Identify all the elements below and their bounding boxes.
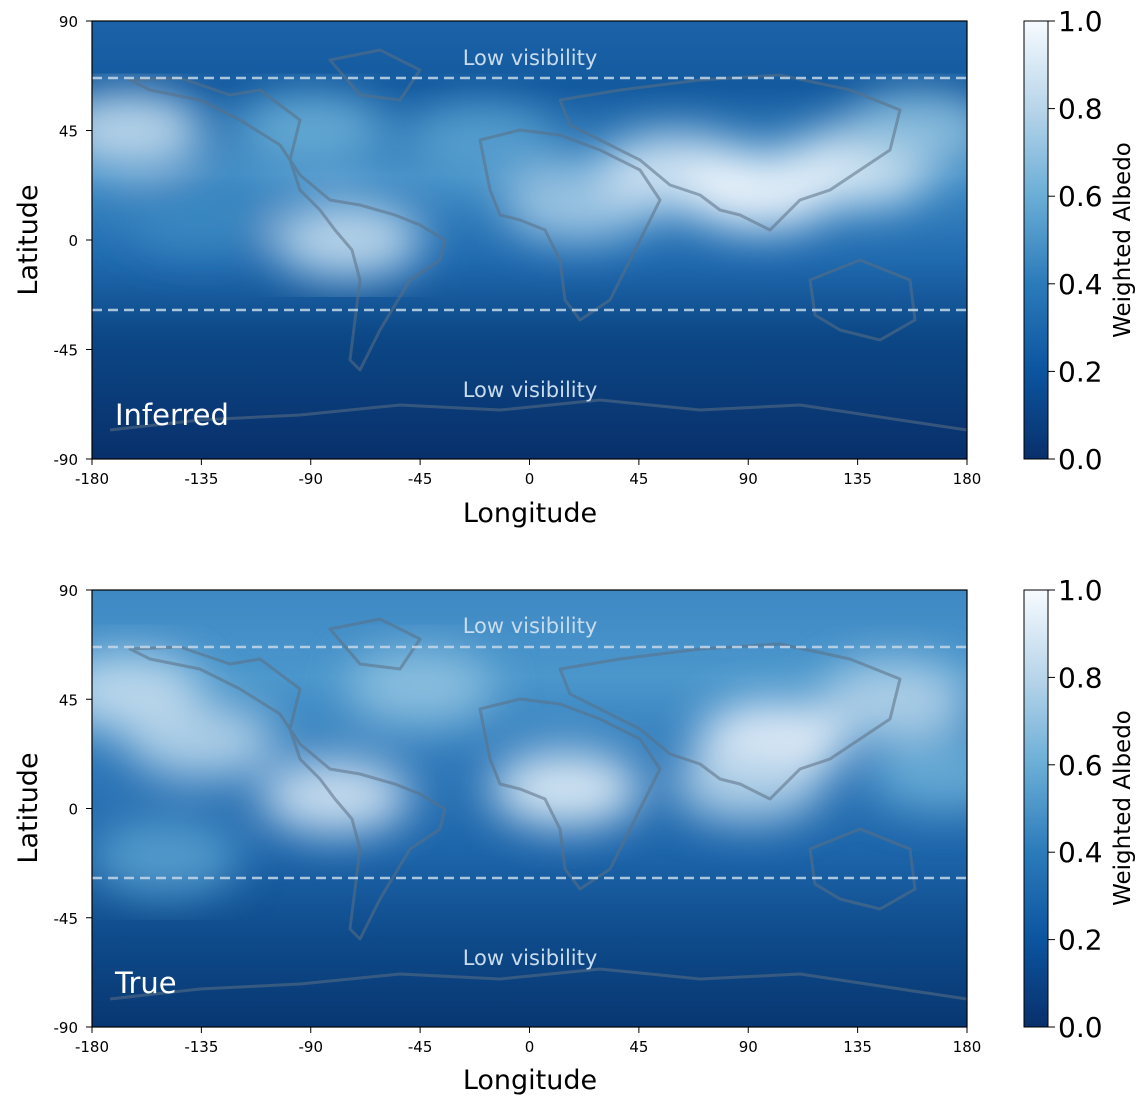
panel-label: Inferred <box>115 398 229 432</box>
albedo-region <box>272 202 423 278</box>
albedo-region <box>819 661 967 738</box>
y-tick-label: -45 <box>54 910 79 928</box>
y-axis-label: Latitude <box>13 184 44 295</box>
x-axis-label: Longitude <box>463 1065 597 1096</box>
x-tick-label: -135 <box>184 1038 218 1056</box>
panel-true: Low visibility Low visibility True -180-… <box>13 574 1136 1096</box>
y-axis-label: Latitude <box>13 752 44 863</box>
colorbar-label: Weighted Albedo <box>1110 142 1136 338</box>
albedo-field <box>92 92 967 278</box>
low-visibility-north-label: Low visibility <box>463 46 598 70</box>
continent-outlines <box>109 48 967 432</box>
x-tick-label: 45 <box>629 1038 648 1056</box>
continent-outlines <box>109 617 967 1001</box>
colorbar-tick-label: 0.8 <box>1058 93 1103 126</box>
albedo-region <box>673 746 824 823</box>
colorbar-tick-label: 1.0 <box>1058 5 1103 38</box>
y-tick-label: -45 <box>54 342 79 360</box>
albedo-region <box>126 702 277 779</box>
albedo-region <box>345 649 496 726</box>
x-tick-label: -45 <box>408 1038 433 1056</box>
x-tick-label: 135 <box>843 470 872 488</box>
x-axis: -180 -135 -90 -45 0 45 90 135 180 <box>75 1027 981 1056</box>
colorbar-tick-label: 0.6 <box>1058 180 1103 213</box>
x-tick-label: 90 <box>739 470 758 488</box>
low-visibility-south-label: Low visibility <box>463 946 598 970</box>
y-tick-label: -90 <box>54 1019 79 1037</box>
colorbar-tick-label: 0.8 <box>1058 661 1103 694</box>
colorbar-tick-label: 0.2 <box>1058 924 1103 957</box>
x-tick-label: 90 <box>739 1038 758 1056</box>
y-tick-label: 90 <box>59 582 78 600</box>
y-tick-label: 45 <box>59 123 78 141</box>
colorbar-tick-label: 0.0 <box>1058 1011 1103 1044</box>
x-tick-label: 135 <box>843 1038 872 1056</box>
colorbar-label: Weighted Albedo <box>1110 710 1136 906</box>
panel-label: True <box>114 966 177 1000</box>
colorbar-ticks: 0.0 0.2 0.4 0.6 0.8 1.0 <box>1048 5 1103 476</box>
albedo-region <box>92 92 204 169</box>
albedo-region <box>490 751 641 828</box>
x-tick-label: 0 <box>525 1038 535 1056</box>
albedo-region <box>843 92 967 169</box>
colorbar-ticks: 0.0 0.2 0.4 0.6 0.8 1.0 <box>1048 574 1103 1044</box>
panel-inferred: Low visibility Low visibility Inferred -… <box>13 5 1136 529</box>
x-tick-label: -90 <box>299 470 324 488</box>
colorbar-tick-label: 1.0 <box>1058 574 1103 607</box>
x-tick-label: 180 <box>953 470 982 488</box>
x-tick-label: -45 <box>408 470 433 488</box>
low-visibility-north-label: Low visibility <box>463 614 598 638</box>
x-tick-label: -180 <box>75 470 109 488</box>
y-axis: 90 45 0 -45 -90 <box>54 582 92 1037</box>
albedo-region <box>92 819 240 896</box>
colorbar <box>1023 589 1049 1028</box>
x-tick-label: -90 <box>299 1038 324 1056</box>
x-tick-label: 0 <box>525 470 535 488</box>
albedo-region <box>867 734 967 811</box>
low-visibility-south-label: Low visibility <box>463 378 598 402</box>
y-tick-label: 45 <box>59 691 78 709</box>
colorbar-tick-label: 0.2 <box>1058 355 1103 388</box>
albedo-region <box>235 92 386 169</box>
y-axis: 90 45 0 -45 -90 <box>54 13 92 469</box>
colorbar-tick-label: 0.6 <box>1058 749 1103 782</box>
x-axis-label: Longitude <box>463 498 597 529</box>
x-tick-label: 45 <box>629 470 648 488</box>
y-tick-label: 0 <box>68 232 78 250</box>
x-axis: -180 -135 -90 -45 0 45 90 135 180 <box>75 459 981 488</box>
y-tick-label: 0 <box>68 801 78 819</box>
albedo-region <box>126 177 277 254</box>
y-tick-label: -90 <box>54 451 79 469</box>
y-tick-label: 90 <box>59 13 78 31</box>
colorbar-tick-label: 0.4 <box>1058 836 1103 869</box>
x-tick-label: 180 <box>953 1038 982 1056</box>
colorbar-tick-label: 0.0 <box>1058 443 1103 476</box>
colorbar <box>1023 20 1049 460</box>
x-tick-label: -180 <box>75 1038 109 1056</box>
colorbar-tick-label: 0.4 <box>1058 268 1103 301</box>
x-tick-label: -135 <box>184 470 218 488</box>
